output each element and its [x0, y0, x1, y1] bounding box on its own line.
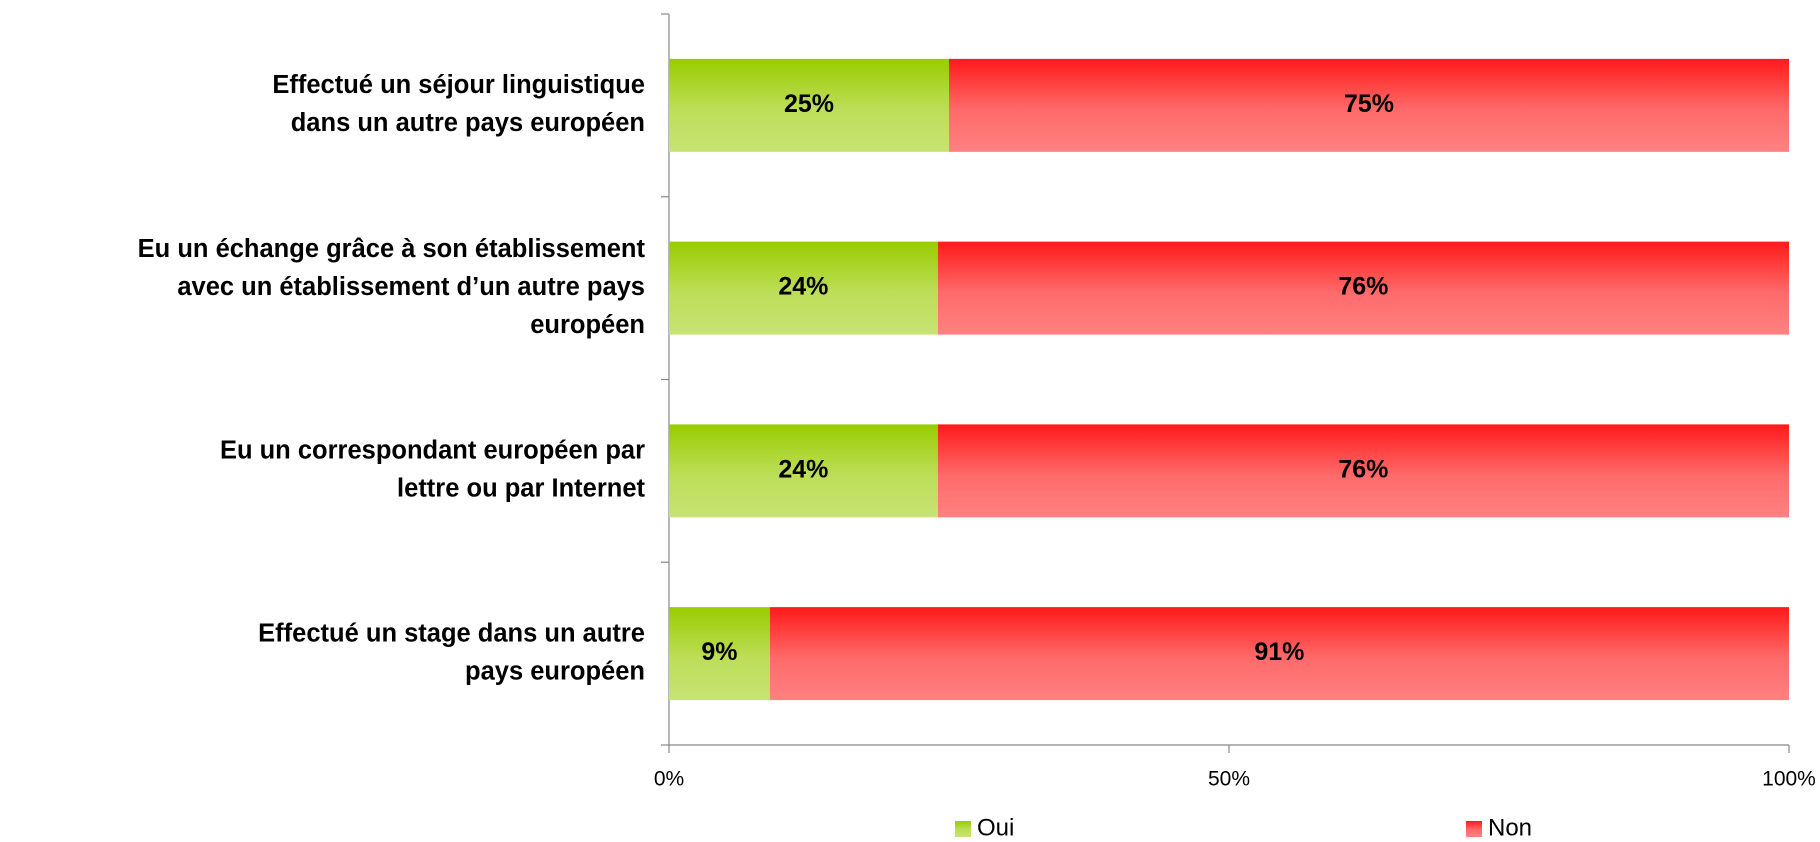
category-label: Eu un correspondant européen par: [220, 437, 645, 465]
value-label: 75%: [1344, 90, 1394, 118]
category-label: pays européen: [465, 657, 645, 685]
category-label: Effectué un stage dans un autre: [258, 619, 645, 647]
value-label: 9%: [701, 638, 737, 666]
category-label: dans un autre pays européen: [291, 109, 645, 137]
bar-segment: [669, 58, 949, 152]
value-label: 24%: [778, 455, 828, 483]
bar-segment: [769, 607, 1789, 701]
bar-segment: [669, 424, 938, 518]
value-label: 76%: [1338, 273, 1388, 301]
category-label: avec un établissement d’un autre pays: [177, 273, 645, 301]
bar-segment: [937, 241, 1789, 335]
bar-segment: [937, 424, 1789, 518]
bar-segment: [669, 241, 938, 335]
x-tick-label: 100%: [1762, 768, 1816, 791]
category-label: lettre ou par Internet: [397, 475, 645, 503]
category-label: Eu un échange grâce à son établissement: [138, 235, 646, 263]
category-label: Effectué un séjour linguistique: [272, 71, 645, 99]
legend-swatch: [955, 821, 971, 837]
value-label: 91%: [1254, 638, 1304, 666]
bar-segment: [669, 607, 770, 701]
x-tick-label: 50%: [1208, 768, 1250, 791]
category-label: européen: [530, 311, 645, 339]
value-label: 25%: [784, 90, 834, 118]
legend-label: Oui: [977, 814, 1014, 841]
value-label: 24%: [778, 273, 828, 301]
bar-segment: [949, 58, 1789, 152]
value-label: 76%: [1338, 455, 1388, 483]
legend-label: Non: [1488, 814, 1532, 841]
legend-swatch: [1466, 821, 1482, 837]
x-tick-label: 0%: [654, 768, 684, 791]
